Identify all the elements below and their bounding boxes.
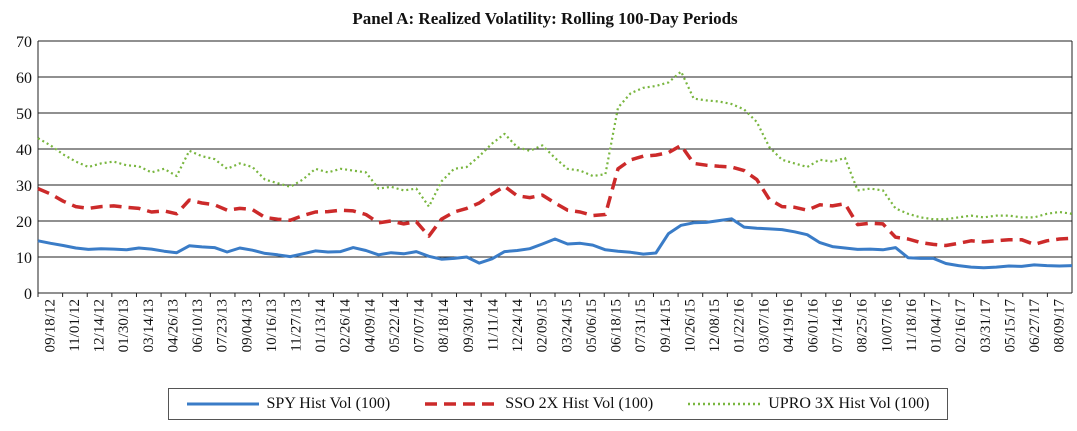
- x-tick-label: 09/18/12: [42, 299, 58, 352]
- legend-label-sso: SSO 2X Hist Vol (100): [505, 395, 654, 412]
- y-tick-label: 60: [16, 70, 32, 87]
- x-tick-label: 04/26/13: [165, 299, 181, 352]
- series-line-upro: [37, 70, 1073, 221]
- x-tick-label: 11/01/12: [67, 299, 83, 352]
- x-tick-label: 07/31/15: [633, 299, 649, 352]
- series-lines: [37, 70, 1073, 270]
- axes: [37, 41, 1073, 297]
- x-tick-label: 03/24/15: [559, 299, 575, 352]
- y-tick-label: 0: [24, 286, 32, 303]
- x-tick-label: 01/30/13: [116, 299, 132, 352]
- x-tick-label: 06/27/17: [1027, 299, 1043, 353]
- x-tick-labels: 09/18/12 11/01/12 12/14/12 01/30/13 03/14/13…: [42, 299, 1067, 353]
- x-tick-label: 01/22/16: [732, 299, 748, 353]
- x-tick-label: 04/09/14: [362, 299, 378, 353]
- x-tick-label: 09/04/13: [239, 299, 255, 352]
- x-tick-label: 04/19/16: [781, 299, 797, 353]
- x-tick-label: 03/31/17: [978, 299, 994, 353]
- x-tick-label: 02/09/15: [535, 299, 551, 352]
- x-tick-label: 08/25/16: [855, 299, 871, 353]
- x-tick-label: 05/06/15: [584, 299, 600, 352]
- x-tick-label: 02/16/17: [953, 299, 969, 353]
- x-tick-label: 11/11/14: [485, 299, 501, 352]
- legend-label-upro: UPRO 3X Hist Vol (100): [768, 395, 930, 412]
- x-tick-label: 07/23/13: [215, 299, 231, 352]
- legend-label-spy: SPY Hist Vol (100): [266, 395, 391, 412]
- chart-title: Panel A: Realized Volatility: Rolling 10…: [352, 9, 738, 28]
- x-tick-label: 08/09/17: [1052, 299, 1068, 353]
- x-tick-label: 07/07/14: [412, 299, 428, 353]
- x-tick-label: 02/26/14: [338, 299, 354, 353]
- x-tick-label: 09/14/15: [658, 299, 674, 352]
- x-tick-label: 08/18/14: [436, 299, 452, 353]
- x-tick-label: 05/22/14: [387, 299, 403, 353]
- y-tick-labels: 0 10 20 30 40 50 60 70: [16, 34, 32, 303]
- y-tick-label: 40: [16, 142, 32, 159]
- x-tick-label: 11/27/13: [289, 299, 305, 352]
- x-tick-label: 12/08/15: [707, 299, 723, 352]
- gridlines: [38, 40, 1072, 294]
- x-tick-label: 07/14/16: [830, 299, 846, 353]
- y-tick-label: 20: [16, 214, 32, 231]
- x-tick-label: 03/07/16: [756, 299, 772, 353]
- x-tick-label: 10/16/13: [264, 299, 280, 352]
- x-tick-label: 01/04/17: [929, 299, 945, 353]
- x-tick-label: 05/15/17: [1002, 299, 1018, 353]
- legend-entry-spy: SPY Hist Vol (100): [186, 395, 391, 413]
- x-tick-label: 06/01/16: [806, 299, 822, 353]
- legend-swatch-upro: [688, 402, 761, 406]
- legend-entry-sso: SSO 2X Hist Vol (100): [425, 395, 653, 413]
- y-tick-label: 30: [16, 178, 32, 195]
- x-tick-label: 06/18/15: [609, 299, 625, 352]
- x-tick-label: 12/24/14: [510, 299, 526, 353]
- x-tick-label: 11/18/16: [904, 299, 920, 352]
- x-tick-label: 03/14/13: [141, 299, 157, 352]
- x-tick-label: 12/14/12: [92, 299, 108, 352]
- x-tick-label: 10/07/16: [879, 299, 895, 353]
- x-tick-label: 09/30/14: [461, 299, 477, 353]
- legend: SPY Hist Vol (100) SSO 2X Hist Vol (100)…: [168, 388, 948, 420]
- legend-entry-upro: UPRO 3X Hist Vol (100): [688, 395, 929, 413]
- y-tick-label: 10: [16, 250, 32, 267]
- legend-swatch-spy: [186, 402, 259, 406]
- x-tick-label: 10/26/15: [682, 299, 698, 352]
- series-line-sso: [37, 143, 1073, 248]
- y-tick-label: 70: [16, 34, 32, 51]
- x-tick-label: 06/10/13: [190, 299, 206, 352]
- y-tick-label: 50: [16, 106, 32, 123]
- legend-swatch-sso: [425, 402, 498, 406]
- series-line-spy: [37, 217, 1073, 270]
- x-tick-label: 01/13/14: [313, 299, 329, 353]
